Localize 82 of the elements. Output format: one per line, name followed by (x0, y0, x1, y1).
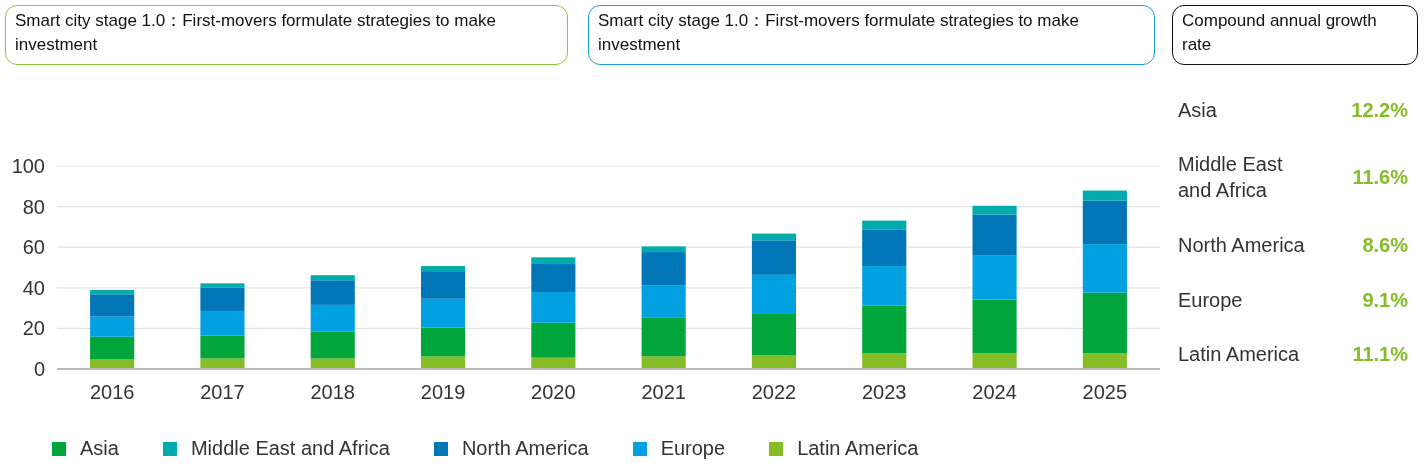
bar (1082, 200, 1127, 245)
bar (1082, 292, 1127, 354)
bar (751, 355, 797, 369)
bar (200, 310, 245, 336)
bar (1082, 190, 1127, 201)
bar (751, 274, 797, 314)
bar (310, 358, 355, 369)
x-tick-label: 2024 (972, 381, 1017, 403)
bar (862, 220, 907, 230)
bar (862, 353, 907, 369)
x-tick-label: 2022 (751, 381, 797, 403)
x-tick-label: 2016 (89, 381, 135, 403)
bar (310, 280, 355, 305)
x-tick-label: 2023 (862, 381, 907, 403)
bar (972, 255, 1017, 300)
bar (641, 285, 686, 318)
legend-label: Middle East and Africa (190, 437, 390, 460)
bar (200, 335, 245, 359)
bar (420, 298, 466, 328)
bar (310, 304, 355, 332)
bar (751, 240, 797, 275)
text: 12.2% (1351, 98, 1408, 123)
bar (531, 292, 576, 323)
x-tick-label: 2020 (531, 381, 576, 403)
text: 11.6% (1352, 165, 1408, 190)
bar (420, 356, 466, 369)
bar (862, 305, 907, 354)
text: Asia (1178, 98, 1217, 123)
bar (531, 257, 576, 264)
bar (1082, 353, 1127, 369)
bar (641, 356, 686, 369)
x-tick-label: 2019 (420, 381, 466, 403)
y-tick-label: 60 (22, 236, 45, 259)
bar (1082, 244, 1127, 293)
bar (972, 205, 1017, 215)
bar (90, 290, 135, 295)
text: Smart city stage 1.0：First-movers formulate strategies to make investment (598, 10, 1080, 56)
bar (90, 336, 135, 360)
bar (531, 263, 576, 293)
bar (420, 327, 466, 357)
bar (972, 214, 1017, 256)
y-tick-label: 40 (22, 276, 45, 299)
text: Latin America (1178, 342, 1300, 367)
bar (641, 317, 686, 357)
text: Compound annual growth rate (1182, 10, 1378, 56)
bar (200, 283, 245, 288)
y-tick-label: 100 (11, 155, 45, 177)
legend-label: Latin America (797, 437, 919, 460)
text: Smart city stage 1.0：First-movers formulate strategies to make investment (15, 10, 497, 56)
text: Europe (1178, 288, 1243, 313)
y-tick-label: 80 (22, 195, 45, 218)
legend-label: Europe (660, 437, 726, 460)
bar (972, 353, 1017, 369)
text: 11.1% (1352, 342, 1408, 367)
bar (420, 266, 466, 272)
bar (310, 331, 355, 359)
legend-label: North America (461, 437, 589, 460)
text: 8.6% (1362, 233, 1408, 258)
x-tick-label: 2017 (200, 381, 245, 403)
bar (310, 275, 355, 281)
bar (862, 266, 907, 306)
x-tick-label: 2018 (310, 381, 355, 403)
x-tick-label: 2021 (641, 381, 686, 403)
bar (531, 322, 576, 358)
bar (641, 252, 686, 286)
text: 9.1% (1362, 288, 1408, 313)
x-tick-label: 2025 (1082, 381, 1128, 403)
bar (200, 287, 245, 311)
text: North America (1178, 233, 1305, 258)
bar (90, 359, 135, 369)
bar (90, 294, 135, 317)
text: Middle East and Africa (1178, 152, 1283, 203)
bar (200, 358, 245, 369)
bar (862, 229, 907, 267)
y-tick-label: 0 (33, 358, 45, 380)
bar (751, 313, 797, 356)
bar (90, 316, 135, 337)
bar (972, 299, 1017, 354)
legend-label: Asia (80, 437, 119, 460)
y-tick-label: 20 (22, 317, 45, 340)
bar (641, 246, 686, 253)
bar (420, 271, 466, 299)
